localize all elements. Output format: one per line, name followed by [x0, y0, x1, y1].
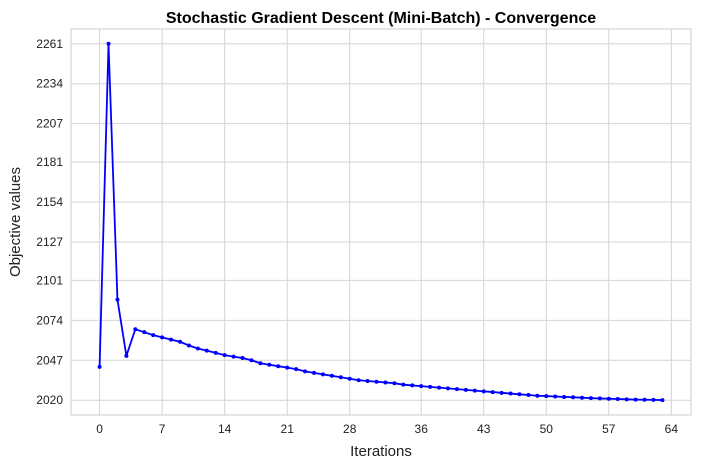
- data-point: [463, 387, 468, 392]
- chart-title: Stochastic Gradient Descent (Mini-Batch)…: [166, 10, 596, 27]
- data-point: [338, 375, 343, 380]
- data-point: [508, 391, 513, 396]
- data-point: [285, 365, 290, 370]
- data-point: [106, 41, 111, 46]
- data-point: [303, 369, 308, 374]
- y-tick-label: 2047: [36, 353, 63, 367]
- data-point: [624, 397, 629, 402]
- y-tick-label: 2234: [36, 77, 63, 91]
- data-point: [249, 358, 254, 363]
- data-point: [133, 327, 138, 332]
- x-tick-label: 64: [665, 422, 679, 436]
- data-point: [276, 364, 281, 369]
- y-tick-label: 2207: [36, 117, 63, 131]
- data-point: [428, 384, 433, 389]
- data-point: [320, 372, 325, 377]
- data-point: [562, 394, 567, 399]
- data-point: [615, 397, 620, 402]
- data-point: [481, 389, 486, 394]
- x-tick-label: 36: [415, 422, 429, 436]
- data-point: [222, 353, 227, 358]
- data-point: [472, 388, 477, 393]
- data-point: [294, 367, 299, 372]
- data-point: [347, 376, 352, 381]
- x-tick-label: 43: [477, 422, 491, 436]
- data-point: [383, 380, 388, 385]
- x-axis-label: Iterations: [350, 443, 412, 460]
- data-point: [454, 387, 459, 392]
- data-point: [588, 396, 593, 401]
- data-point: [499, 390, 504, 395]
- data-point: [115, 297, 120, 302]
- x-tick-label: 21: [281, 422, 295, 436]
- data-point: [553, 394, 558, 399]
- data-point: [446, 386, 451, 391]
- data-point: [571, 395, 576, 400]
- x-tick-label: 0: [96, 422, 103, 436]
- data-point: [329, 373, 334, 378]
- data-points: [97, 41, 665, 403]
- data-point: [267, 362, 272, 367]
- series-line: [98, 43, 663, 401]
- x-tick-label: 57: [602, 422, 616, 436]
- data-point: [356, 378, 361, 383]
- y-tick-label: 2127: [36, 235, 63, 249]
- data-point: [258, 361, 263, 366]
- x-tick-label: 50: [540, 422, 554, 436]
- x-tick-label: 28: [343, 422, 357, 436]
- data-point: [392, 381, 397, 386]
- data-point: [124, 353, 129, 358]
- data-point: [97, 364, 102, 369]
- data-point: [365, 378, 370, 383]
- y-tick-label: 2181: [36, 155, 63, 169]
- x-tick-label: 14: [218, 422, 232, 436]
- plot-area: [70, 28, 692, 416]
- y-tick-label: 2261: [36, 37, 63, 51]
- data-point: [160, 335, 165, 340]
- data-point: [517, 392, 522, 397]
- data-point: [660, 398, 665, 403]
- data-point: [240, 356, 245, 361]
- data-point: [642, 397, 647, 402]
- data-point: [526, 393, 531, 398]
- y-tick-label: 2074: [36, 313, 63, 327]
- data-point: [177, 339, 182, 344]
- data-point: [401, 382, 406, 387]
- y-axis-label: Objective values: [7, 167, 24, 277]
- data-point: [410, 383, 415, 388]
- data-point: [651, 397, 656, 402]
- data-point: [580, 395, 585, 400]
- data-point: [186, 343, 191, 348]
- data-point: [633, 397, 638, 402]
- y-tick-label: 2020: [36, 393, 63, 407]
- data-point: [437, 385, 442, 390]
- tick-labels: 0 7 14 21 28 36 43 50 57 64 2020 2047 2074 2101 2127 21…: [36, 37, 678, 436]
- grid: [71, 29, 691, 415]
- x-tick-label: 7: [159, 422, 166, 436]
- data-point: [151, 333, 156, 338]
- data-point: [195, 346, 200, 351]
- data-point: [374, 379, 379, 384]
- data-point: [231, 354, 236, 359]
- y-tick-label: 2154: [36, 195, 63, 209]
- data-point: [419, 384, 424, 389]
- data-point: [169, 337, 174, 342]
- data-point: [142, 330, 147, 335]
- data-point: [204, 348, 209, 353]
- data-point: [544, 394, 549, 399]
- data-point: [606, 396, 611, 401]
- data-point: [311, 370, 316, 375]
- y-tick-label: 2101: [36, 273, 63, 287]
- data-point: [490, 390, 495, 395]
- data-point: [213, 350, 218, 355]
- data-point: [535, 393, 540, 398]
- data-point: [597, 396, 602, 401]
